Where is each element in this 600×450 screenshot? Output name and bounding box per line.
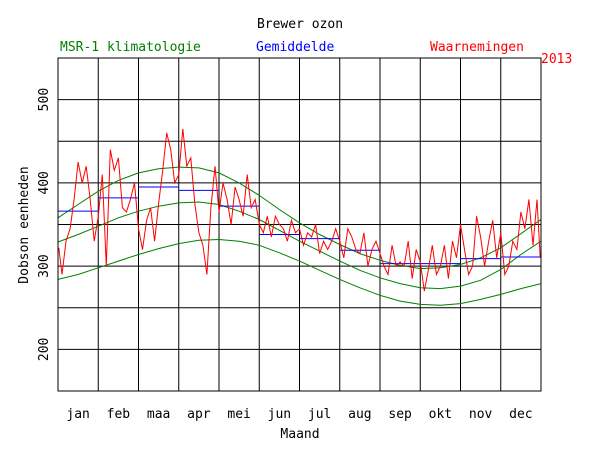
- y-tick-label-500: 500: [37, 88, 52, 111]
- chart-title: Brewer ozon: [257, 17, 343, 32]
- legend-observations: Waarnemingen: [430, 40, 524, 55]
- observation-lines: [58, 128, 541, 292]
- x-tick-label-mei: mei: [227, 407, 250, 422]
- climatology-line-3: [57, 238, 542, 306]
- climatology-lines: [57, 166, 542, 306]
- x-tick-label-feb: feb: [107, 407, 131, 422]
- x-axis-label: Maand: [280, 427, 319, 442]
- legend-mean: Gemiddelde: [256, 40, 334, 55]
- x-tick-label-aug: aug: [348, 407, 371, 422]
- y-axis-label: Dobson eenheden: [17, 166, 32, 283]
- plot-frame: [57, 57, 542, 392]
- legend-climatology: MSR-1 klimatologie: [60, 40, 201, 55]
- x-tick-labels: jan feb maa apr mei jun jul aug sep okt nov dec: [66, 407, 532, 422]
- y-tick-label-300: 300: [37, 254, 52, 277]
- x-tick-label-nov: nov: [469, 407, 493, 422]
- y-tick-labels: 200 300 400 500: [37, 88, 52, 361]
- x-tick-label-jul: jul: [308, 407, 331, 422]
- y-tick-label-200: 200: [37, 338, 52, 361]
- x-tick-label-maa: maa: [147, 407, 170, 422]
- observations-line: [58, 128, 541, 292]
- x-tick-label-jun: jun: [268, 407, 291, 422]
- x-tick-label-sep: sep: [388, 407, 412, 422]
- x-tick-label-dec: dec: [509, 407, 532, 422]
- climatology-line-1: [57, 166, 542, 270]
- x-tick-label-okt: okt: [429, 407, 452, 422]
- climatology-line-2: [57, 201, 542, 290]
- x-tick-label-apr: apr: [187, 407, 211, 422]
- legend-year: 2013: [541, 52, 572, 67]
- grid: [58, 58, 541, 391]
- x-tick-label-jan: jan: [66, 407, 89, 422]
- y-tick-label-400: 400: [37, 171, 52, 194]
